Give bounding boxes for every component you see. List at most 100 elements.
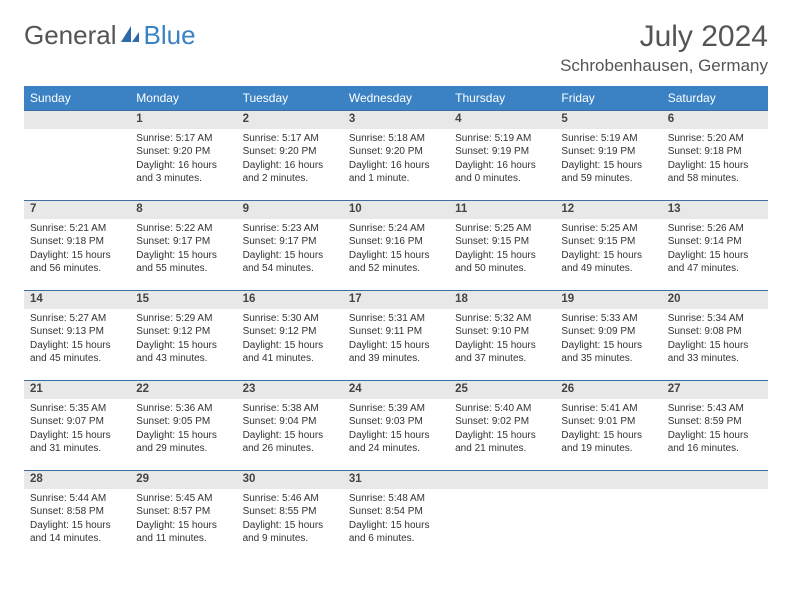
- day-number-cell: 13: [662, 201, 768, 219]
- daylight-line: Daylight: 16 hours and 1 minute.: [349, 159, 443, 186]
- month-title: July 2024: [560, 20, 768, 54]
- sunset-line: Sunset: 9:13 PM: [30, 325, 124, 339]
- sunset-line: Sunset: 9:15 PM: [455, 235, 549, 249]
- day-content-cell: Sunrise: 5:33 AMSunset: 9:09 PMDaylight:…: [555, 309, 661, 381]
- day-content-cell: Sunrise: 5:17 AMSunset: 9:20 PMDaylight:…: [237, 129, 343, 201]
- sunrise-line: Sunrise: 5:40 AM: [455, 402, 549, 416]
- daylight-line: Daylight: 15 hours and 9 minutes.: [243, 519, 337, 546]
- brand-logo: General Blue: [24, 20, 196, 51]
- sunset-line: Sunset: 9:05 PM: [136, 415, 230, 429]
- sunrise-line: Sunrise: 5:39 AM: [349, 402, 443, 416]
- daylight-line: Daylight: 15 hours and 14 minutes.: [30, 519, 124, 546]
- sunset-line: Sunset: 9:18 PM: [668, 145, 762, 159]
- sunrise-line: Sunrise: 5:21 AM: [30, 222, 124, 236]
- day-content-cell: Sunrise: 5:40 AMSunset: 9:02 PMDaylight:…: [449, 399, 555, 471]
- sunrise-line: Sunrise: 5:43 AM: [668, 402, 762, 416]
- sunrise-line: Sunrise: 5:34 AM: [668, 312, 762, 326]
- brand-part2: Blue: [144, 20, 196, 51]
- day-number-cell: 14: [24, 291, 130, 309]
- calendar-table: Sunday Monday Tuesday Wednesday Thursday…: [24, 86, 768, 561]
- day-content-cell: Sunrise: 5:44 AMSunset: 8:58 PMDaylight:…: [24, 489, 130, 561]
- sunset-line: Sunset: 9:16 PM: [349, 235, 443, 249]
- sunrise-line: Sunrise: 5:26 AM: [668, 222, 762, 236]
- daylight-line: Daylight: 15 hours and 11 minutes.: [136, 519, 230, 546]
- daylight-line: Daylight: 16 hours and 0 minutes.: [455, 159, 549, 186]
- day-content-cell: Sunrise: 5:25 AMSunset: 9:15 PMDaylight:…: [449, 219, 555, 291]
- day-number-cell: 28: [24, 471, 130, 489]
- daynum-row: 21222324252627: [24, 381, 768, 399]
- day-number-cell: 30: [237, 471, 343, 489]
- day-content-cell: Sunrise: 5:24 AMSunset: 9:16 PMDaylight:…: [343, 219, 449, 291]
- day-content-cell: Sunrise: 5:19 AMSunset: 9:19 PMDaylight:…: [555, 129, 661, 201]
- daylight-line: Daylight: 15 hours and 50 minutes.: [455, 249, 549, 276]
- daylight-line: Daylight: 16 hours and 2 minutes.: [243, 159, 337, 186]
- day-content-cell: Sunrise: 5:19 AMSunset: 9:19 PMDaylight:…: [449, 129, 555, 201]
- brand-part1: General: [24, 20, 117, 51]
- day-number-cell: 3: [343, 111, 449, 129]
- sunset-line: Sunset: 9:20 PM: [349, 145, 443, 159]
- day-number-cell: 21: [24, 381, 130, 399]
- sunrise-line: Sunrise: 5:48 AM: [349, 492, 443, 506]
- sunset-line: Sunset: 8:55 PM: [243, 505, 337, 519]
- day-content-cell: Sunrise: 5:38 AMSunset: 9:04 PMDaylight:…: [237, 399, 343, 471]
- daylight-line: Daylight: 15 hours and 52 minutes.: [349, 249, 443, 276]
- daylight-line: Daylight: 15 hours and 26 minutes.: [243, 429, 337, 456]
- day-number-cell: 16: [237, 291, 343, 309]
- day-number-cell: [555, 471, 661, 489]
- day-number-cell: [449, 471, 555, 489]
- daylight-line: Daylight: 15 hours and 24 minutes.: [349, 429, 443, 456]
- sunrise-line: Sunrise: 5:23 AM: [243, 222, 337, 236]
- day-number-cell: 10: [343, 201, 449, 219]
- day-number-cell: 26: [555, 381, 661, 399]
- day-content-cell: [555, 489, 661, 561]
- sunset-line: Sunset: 9:03 PM: [349, 415, 443, 429]
- sunrise-line: Sunrise: 5:33 AM: [561, 312, 655, 326]
- day-content-cell: [449, 489, 555, 561]
- day-number-cell: 24: [343, 381, 449, 399]
- day-content-cell: Sunrise: 5:30 AMSunset: 9:12 PMDaylight:…: [237, 309, 343, 381]
- day-number-cell: 7: [24, 201, 130, 219]
- sunset-line: Sunset: 9:02 PM: [455, 415, 549, 429]
- sunset-line: Sunset: 9:04 PM: [243, 415, 337, 429]
- sunset-line: Sunset: 9:14 PM: [668, 235, 762, 249]
- weekday-header: Sunday: [24, 86, 130, 111]
- day-content-cell: Sunrise: 5:18 AMSunset: 9:20 PMDaylight:…: [343, 129, 449, 201]
- daylight-line: Daylight: 15 hours and 29 minutes.: [136, 429, 230, 456]
- daylight-line: Daylight: 15 hours and 45 minutes.: [30, 339, 124, 366]
- day-number-cell: 9: [237, 201, 343, 219]
- day-content-cell: Sunrise: 5:22 AMSunset: 9:17 PMDaylight:…: [130, 219, 236, 291]
- day-content-cell: Sunrise: 5:35 AMSunset: 9:07 PMDaylight:…: [24, 399, 130, 471]
- logo-sail-icon: [119, 20, 141, 51]
- day-content-cell: [24, 129, 130, 201]
- daylight-line: Daylight: 16 hours and 3 minutes.: [136, 159, 230, 186]
- sunrise-line: Sunrise: 5:45 AM: [136, 492, 230, 506]
- weekday-header: Saturday: [662, 86, 768, 111]
- day-content-cell: [662, 489, 768, 561]
- daylight-line: Daylight: 15 hours and 37 minutes.: [455, 339, 549, 366]
- day-number-cell: 8: [130, 201, 236, 219]
- day-number-cell: 6: [662, 111, 768, 129]
- daylight-line: Daylight: 15 hours and 47 minutes.: [668, 249, 762, 276]
- location: Schrobenhausen, Germany: [560, 56, 768, 76]
- day-number-cell: 2: [237, 111, 343, 129]
- sunset-line: Sunset: 9:19 PM: [561, 145, 655, 159]
- day-content-row: Sunrise: 5:35 AMSunset: 9:07 PMDaylight:…: [24, 399, 768, 471]
- daylight-line: Daylight: 15 hours and 43 minutes.: [136, 339, 230, 366]
- sunset-line: Sunset: 8:58 PM: [30, 505, 124, 519]
- sunset-line: Sunset: 8:57 PM: [136, 505, 230, 519]
- sunset-line: Sunset: 9:08 PM: [668, 325, 762, 339]
- day-number-cell: 11: [449, 201, 555, 219]
- day-number-cell: 18: [449, 291, 555, 309]
- day-number-cell: 25: [449, 381, 555, 399]
- daynum-row: 123456: [24, 111, 768, 129]
- daylight-line: Daylight: 15 hours and 41 minutes.: [243, 339, 337, 366]
- daylight-line: Daylight: 15 hours and 49 minutes.: [561, 249, 655, 276]
- day-content-cell: Sunrise: 5:23 AMSunset: 9:17 PMDaylight:…: [237, 219, 343, 291]
- day-content-cell: Sunrise: 5:43 AMSunset: 8:59 PMDaylight:…: [662, 399, 768, 471]
- sunrise-line: Sunrise: 5:46 AM: [243, 492, 337, 506]
- sunset-line: Sunset: 9:19 PM: [455, 145, 549, 159]
- sunrise-line: Sunrise: 5:35 AM: [30, 402, 124, 416]
- sunset-line: Sunset: 9:12 PM: [136, 325, 230, 339]
- sunrise-line: Sunrise: 5:19 AM: [561, 132, 655, 146]
- sunrise-line: Sunrise: 5:19 AM: [455, 132, 549, 146]
